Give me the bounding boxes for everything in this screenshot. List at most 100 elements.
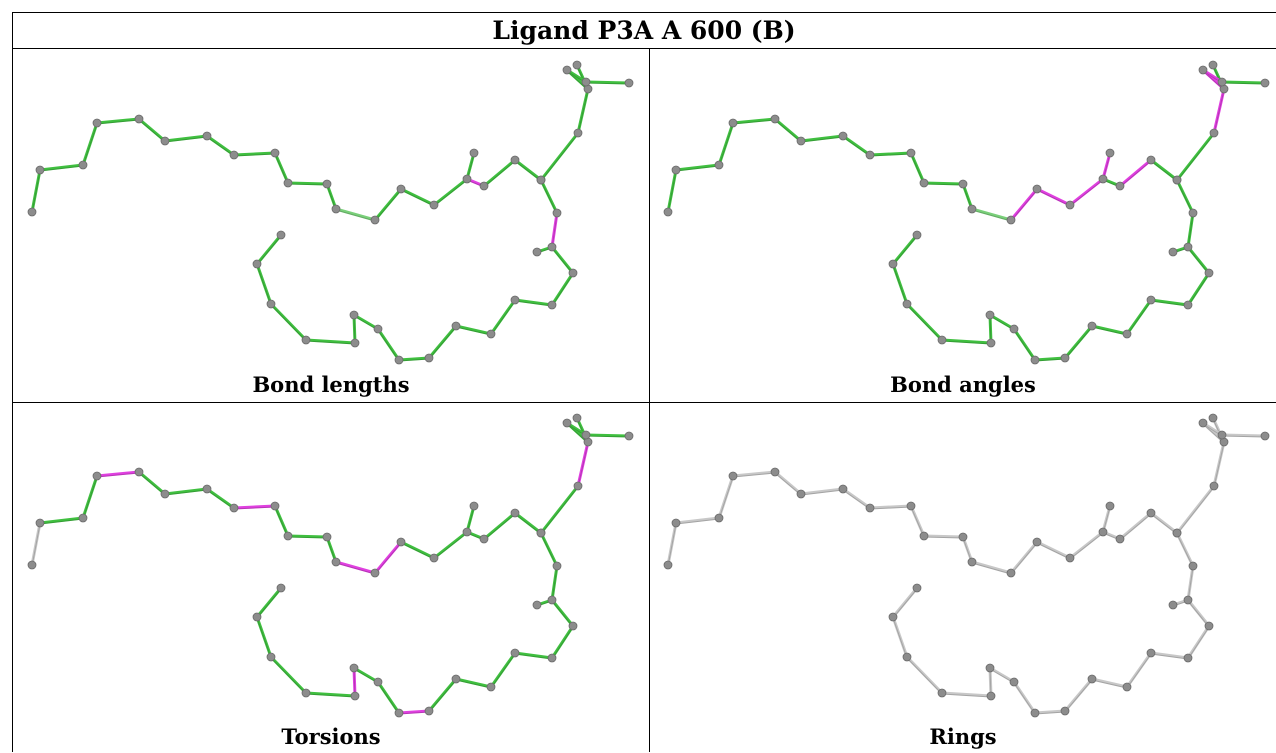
bond xyxy=(30,521,42,567)
bond-shade xyxy=(577,442,589,488)
bond-shade xyxy=(374,542,402,575)
atom xyxy=(252,612,262,622)
bond xyxy=(891,233,919,266)
atom xyxy=(229,150,239,160)
atom xyxy=(552,208,562,218)
bond-shade xyxy=(1126,653,1152,689)
bond-shade xyxy=(800,489,844,496)
bond xyxy=(325,182,338,211)
bond xyxy=(513,651,554,660)
panel-torsions: Torsions xyxy=(13,403,649,752)
atom xyxy=(919,531,929,541)
atom xyxy=(350,691,360,701)
bond-shade xyxy=(256,617,272,659)
atom xyxy=(373,324,383,334)
atom xyxy=(1032,537,1042,547)
atom xyxy=(469,501,479,511)
bond-shade xyxy=(514,300,553,307)
atom xyxy=(510,295,520,305)
atom xyxy=(547,653,557,663)
bond-shade xyxy=(892,588,918,619)
bond xyxy=(666,521,678,567)
caption-rings: Rings xyxy=(929,724,997,749)
bond xyxy=(773,470,803,496)
bond xyxy=(988,313,993,345)
atom xyxy=(394,708,404,718)
atom xyxy=(429,553,439,563)
bond xyxy=(1033,356,1067,362)
atom xyxy=(1188,208,1198,218)
bond-shade xyxy=(39,518,84,525)
bond xyxy=(232,151,277,157)
atom xyxy=(573,481,583,491)
bond xyxy=(1186,624,1211,660)
bond xyxy=(1149,298,1190,307)
bond xyxy=(550,624,575,660)
bond xyxy=(38,163,85,172)
bond xyxy=(550,245,575,275)
atom xyxy=(1146,648,1156,658)
atom xyxy=(967,204,977,214)
bond xyxy=(988,666,993,698)
bond-shade xyxy=(1036,542,1071,560)
atom xyxy=(770,114,780,124)
bond-shade xyxy=(800,136,844,143)
bond xyxy=(539,131,580,182)
bond-shade xyxy=(906,304,943,342)
atom xyxy=(985,663,995,673)
bond-shade xyxy=(1187,626,1210,660)
atom xyxy=(1172,528,1182,538)
bond-shade xyxy=(96,119,140,125)
bond xyxy=(905,302,944,342)
bond-shade xyxy=(428,679,457,713)
bond-shade xyxy=(1091,679,1128,689)
bond xyxy=(550,564,559,602)
left-border xyxy=(12,12,13,752)
bond-shade xyxy=(256,235,282,266)
bond-shade xyxy=(1187,213,1194,249)
bond xyxy=(255,233,283,266)
atom xyxy=(1087,674,1097,684)
bond-shade xyxy=(206,489,235,510)
atom xyxy=(572,60,582,70)
atom xyxy=(370,215,380,225)
atom xyxy=(1146,295,1156,305)
bond xyxy=(269,655,308,695)
bond-shade xyxy=(892,235,918,266)
atom xyxy=(1105,501,1115,511)
bond-shade xyxy=(551,600,574,628)
atom xyxy=(770,467,780,477)
bond-shade xyxy=(305,693,356,698)
atom xyxy=(451,674,461,684)
bond-shade xyxy=(892,617,908,659)
bond xyxy=(255,586,283,619)
atom xyxy=(663,560,673,570)
bond-shade xyxy=(1119,160,1152,188)
atom xyxy=(536,528,546,538)
atom xyxy=(1115,534,1125,544)
atom xyxy=(1209,481,1219,491)
bond-shade xyxy=(675,165,720,172)
bond-shade xyxy=(514,160,542,182)
bond xyxy=(584,80,631,85)
bond-shade xyxy=(910,153,925,185)
bond-shade xyxy=(274,153,289,185)
bond-shade xyxy=(551,566,558,602)
bond xyxy=(909,151,926,185)
bond-shade xyxy=(490,653,516,689)
atom xyxy=(1168,600,1178,610)
atom xyxy=(1183,653,1193,663)
bond-shade xyxy=(971,562,1012,575)
bond xyxy=(891,262,909,306)
atom xyxy=(958,179,968,189)
atom xyxy=(78,513,88,523)
atom xyxy=(552,561,562,571)
atom xyxy=(1260,431,1270,441)
ligand-structure-bond-lengths xyxy=(27,60,634,365)
atom xyxy=(796,489,806,499)
bond xyxy=(30,168,42,214)
bond xyxy=(731,117,777,125)
bond xyxy=(81,474,99,520)
bond xyxy=(482,158,517,188)
atom xyxy=(35,165,45,175)
